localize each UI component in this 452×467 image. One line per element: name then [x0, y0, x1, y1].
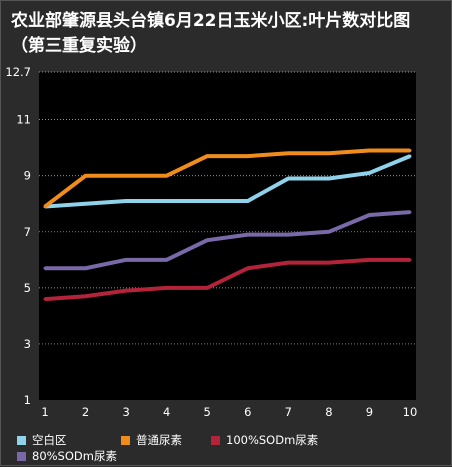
data-point — [327, 151, 331, 155]
data-point — [246, 199, 250, 203]
x-tick-label: 3 — [122, 405, 129, 419]
x-tick-label: 9 — [366, 405, 373, 419]
y-tick-label: 1 — [24, 393, 31, 407]
data-point — [408, 258, 412, 262]
x-tick-label: 4 — [163, 405, 170, 419]
legend-swatch — [17, 451, 26, 461]
legend-swatch — [17, 435, 26, 445]
legend-swatch — [211, 435, 220, 445]
x-tick-label: 1 — [41, 405, 48, 419]
data-point — [408, 148, 412, 152]
data-point — [246, 154, 250, 158]
data-point — [286, 261, 290, 265]
legend-label: 80%SODm尿素 — [32, 449, 117, 463]
data-point — [367, 148, 371, 152]
legend-item: 100%SODm尿素 — [211, 432, 318, 448]
data-point — [84, 174, 88, 178]
y-tick-label: 9 — [24, 169, 31, 183]
data-point — [327, 177, 331, 181]
series-line — [43, 148, 410, 209]
legend-label: 普通尿素 — [136, 433, 182, 447]
data-point — [205, 154, 209, 158]
data-point — [43, 205, 47, 209]
legend-item: 普通尿素 — [121, 432, 182, 448]
y-tick-label: 3 — [24, 337, 31, 351]
data-point — [205, 238, 209, 242]
data-point — [165, 286, 169, 290]
data-point — [246, 233, 250, 237]
data-point — [124, 289, 128, 293]
data-point — [367, 171, 371, 175]
series-line — [44, 257, 410, 302]
data-point — [84, 266, 88, 270]
data-point — [286, 151, 290, 155]
x-tick-label: 10 — [403, 405, 418, 419]
data-point — [286, 233, 290, 237]
data-point — [408, 154, 412, 158]
x-tick-label: 7 — [285, 405, 292, 419]
x-tick-label: 2 — [82, 405, 89, 419]
y-tick-label: 11 — [16, 113, 31, 127]
data-point — [43, 297, 47, 301]
data-point — [165, 174, 169, 178]
data-point — [246, 266, 250, 270]
data-point — [124, 174, 128, 178]
data-point — [327, 230, 331, 234]
series-line — [45, 210, 411, 271]
legend-label: 100%SODm尿素 — [226, 433, 319, 447]
data-point — [286, 177, 290, 181]
x-tick-label: 8 — [325, 405, 332, 419]
x-tick-label: 6 — [244, 405, 251, 419]
data-point — [84, 202, 88, 206]
y-tick-label: 7 — [24, 225, 31, 239]
series-line — [44, 154, 411, 209]
legend-item: 80%SODm尿素 — [17, 448, 117, 464]
legend-label: 空白区 — [32, 433, 67, 447]
legend-swatch — [121, 435, 130, 445]
data-point — [327, 261, 331, 265]
data-point — [367, 258, 371, 262]
y-tick-label: 5 — [24, 281, 31, 295]
data-point — [165, 258, 169, 262]
data-point — [165, 199, 169, 203]
y-tick-label: 12.7 — [5, 65, 31, 79]
data-point — [124, 258, 128, 262]
data-point — [84, 294, 88, 298]
chart-title: 农业部肇源县头台镇6月22日玉米小区:叶片数对比图（第三重复实验） — [11, 11, 411, 56]
data-point — [367, 213, 371, 217]
legend-item: 空白区 — [17, 432, 67, 448]
data-point — [43, 266, 47, 270]
data-point — [408, 210, 412, 214]
data-point — [205, 199, 209, 203]
x-tick-label: 5 — [204, 405, 211, 419]
data-point — [124, 199, 128, 203]
data-point — [205, 286, 209, 290]
